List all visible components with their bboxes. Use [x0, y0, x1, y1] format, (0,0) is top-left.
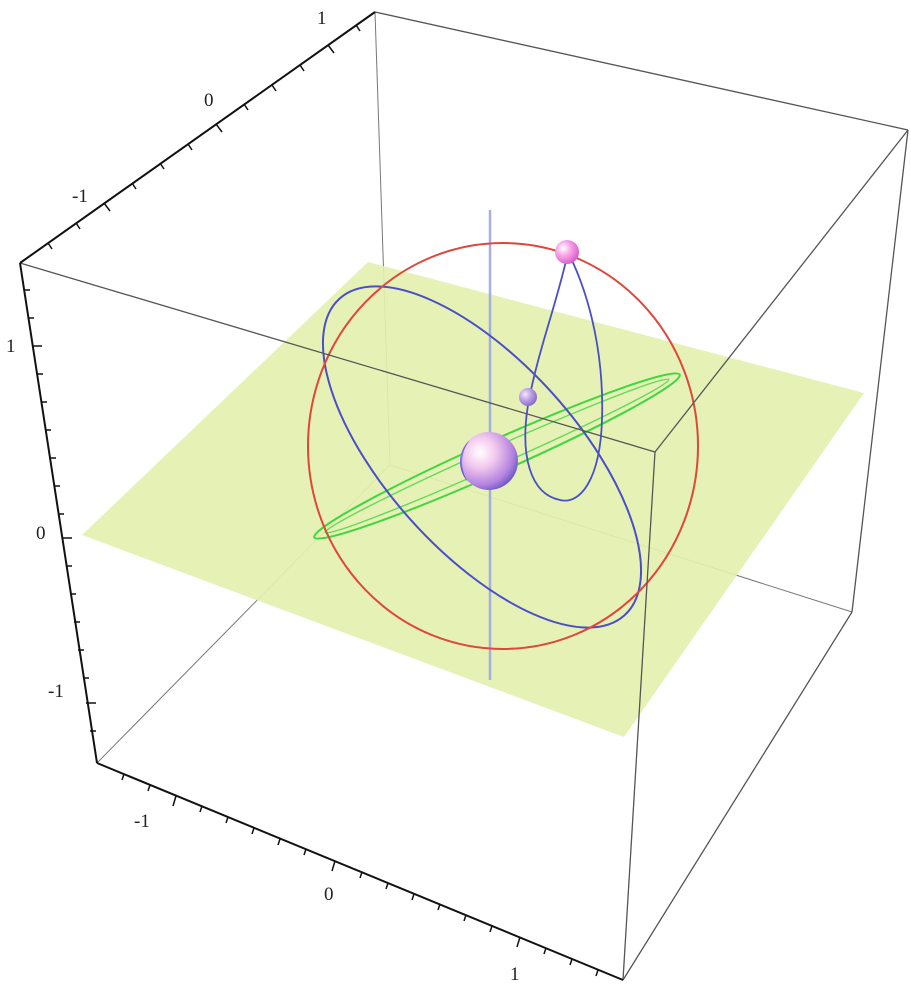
- small-body: [519, 388, 537, 406]
- box-edge: [851, 129, 909, 613]
- red-orbit: [307, 242, 699, 650]
- top-axis-tick-label: -1: [72, 186, 88, 207]
- left-axis-ticks: [24, 289, 96, 732]
- satellite: [555, 240, 579, 264]
- top-axis-tick-label: 0: [204, 90, 214, 111]
- box-edge: [622, 451, 656, 981]
- bottom-axis-tick-label: 0: [324, 884, 334, 905]
- top-axis-ticks: [47, 24, 361, 250]
- bottom-axis-tick-label: -1: [134, 811, 150, 832]
- top-axis-tick-label: 1: [317, 8, 327, 29]
- box-edge: [654, 129, 909, 453]
- box-edge: [19, 262, 656, 453]
- box-front-edges: [19, 11, 909, 981]
- left-axis-tick-label: -1: [48, 681, 64, 702]
- box-edge: [374, 11, 909, 131]
- bottom-axis-tick-label: 1: [510, 964, 520, 985]
- bottom-axis-ticks: [121, 773, 599, 977]
- top-axis-line: [19, 11, 376, 264]
- central-body: [459, 432, 518, 490]
- blue-orbit: [321, 285, 643, 629]
- blue-orbit-loop: [524, 249, 604, 502]
- left-axis-tick-label: 0: [36, 523, 46, 544]
- bottom-axis-line: [96, 762, 624, 981]
- equatorial-plane: [82, 262, 864, 737]
- left-axis-tick-label: 1: [6, 336, 16, 357]
- box-edge: [622, 611, 853, 981]
